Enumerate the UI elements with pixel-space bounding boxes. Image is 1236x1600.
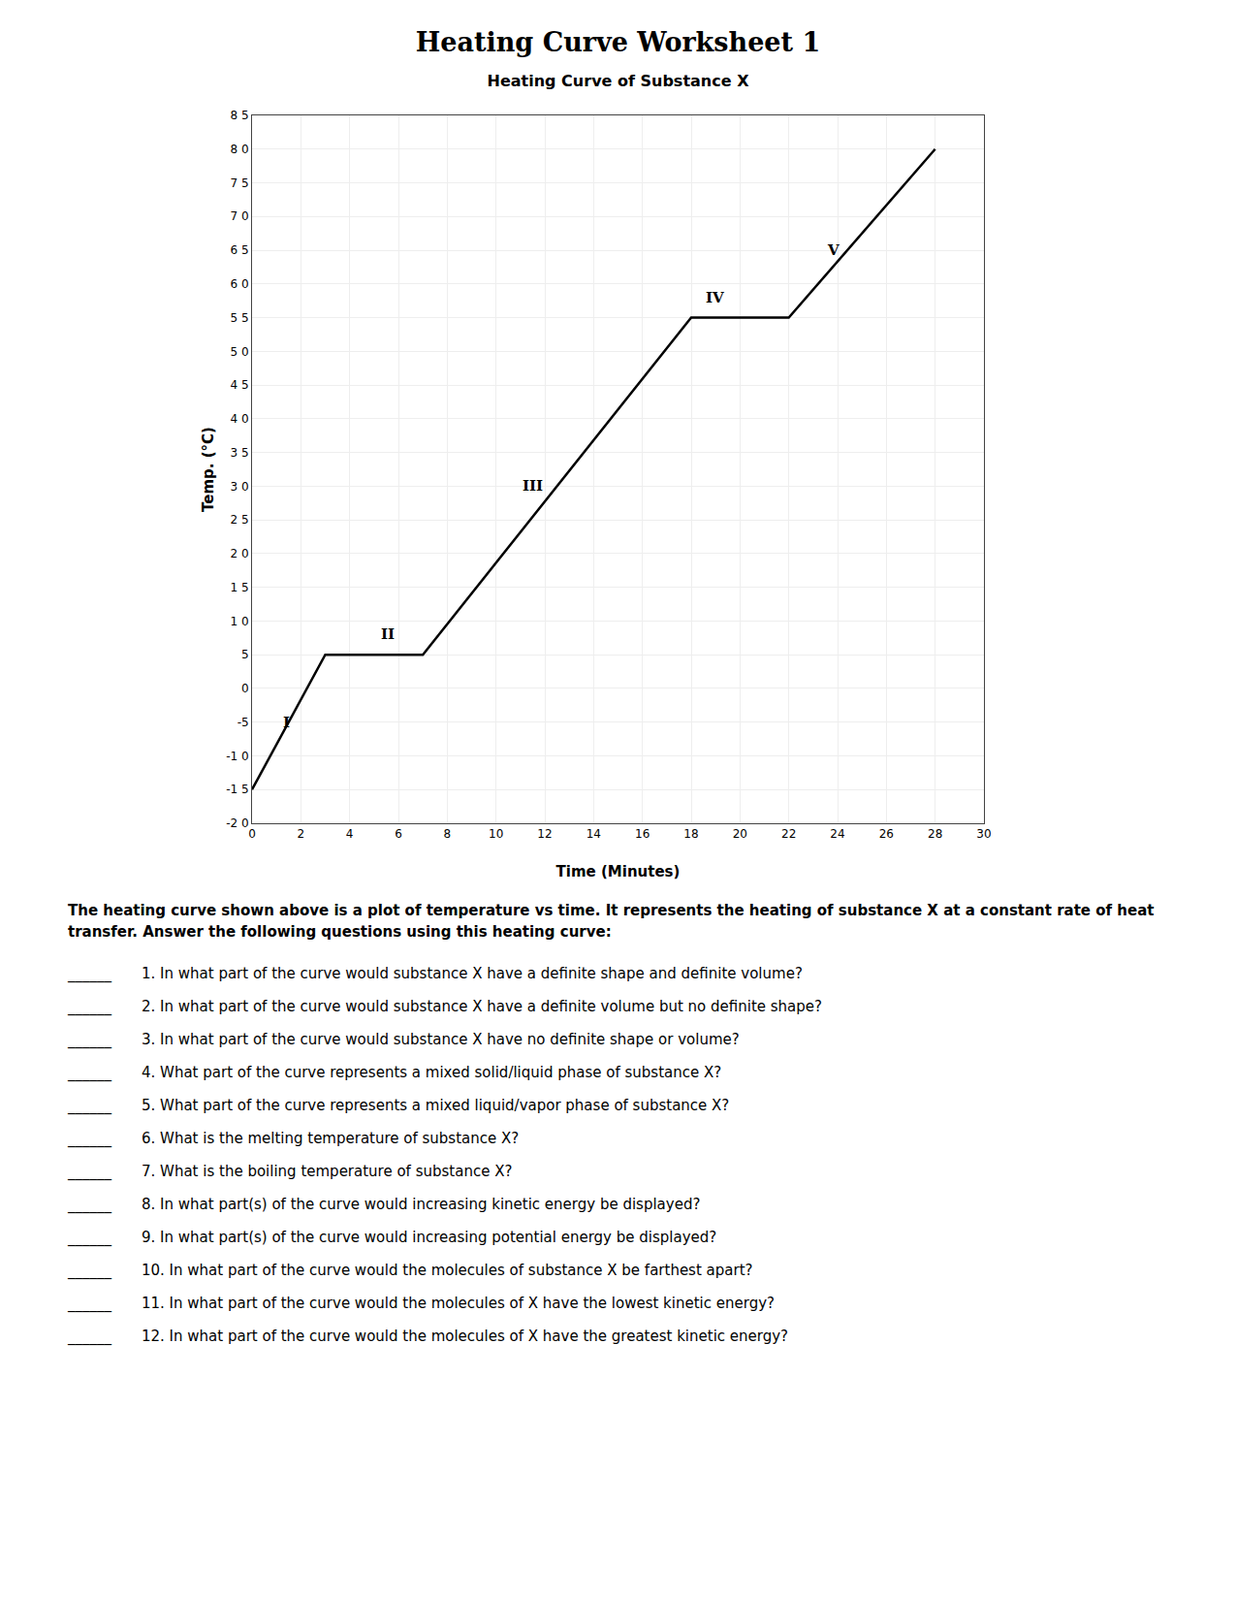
svg-text:Temp. (°C): Temp. (°C)	[199, 426, 218, 512]
svg-text:4: 4	[346, 826, 354, 841]
svg-text:II: II	[380, 625, 395, 643]
svg-text:12: 12	[537, 826, 552, 841]
svg-text:6 0: 6 0	[230, 277, 250, 291]
svg-text:14: 14	[586, 826, 602, 841]
html-text:10. In what part of the curve: 10. In what part of the curve would the …	[141, 1260, 753, 1279]
svg-text:V: V	[826, 241, 840, 259]
svg-text:5 0: 5 0	[230, 345, 250, 359]
svg-text:I: I	[283, 713, 290, 731]
html-text:5. What part of the curve repr: 5. What part of the curve represents a m…	[141, 1095, 730, 1114]
svg-text:2 5: 2 5	[230, 512, 250, 527]
svg-text:10: 10	[488, 826, 504, 841]
svg-text:30: 30	[976, 826, 991, 841]
html-text:4. What part of the curve repr: 4. What part of the curve represents a m…	[141, 1062, 722, 1081]
svg-text:26: 26	[879, 826, 894, 841]
svg-text:Heating Curve of Substance X: Heating Curve of Substance X	[487, 71, 751, 91]
html-text:12. In what part of the curve: 12. In what part of the curve would the …	[141, 1326, 789, 1345]
svg-text:0: 0	[248, 826, 256, 841]
svg-text:2: 2	[297, 826, 306, 841]
html-text:1. In what part of the curve w: 1. In what part of the curve would subst…	[141, 964, 803, 982]
svg-text:3 0: 3 0	[230, 479, 250, 494]
svg-text:8 5: 8 5	[230, 108, 250, 123]
html-text:7. What is the boiling tempera: 7. What is the boiling temperature of su…	[141, 1161, 513, 1180]
svg-text:16: 16	[634, 826, 650, 841]
html-text:The heating curve shown above: The heating curve shown above is a plot …	[67, 901, 1155, 941]
svg-text:28: 28	[927, 826, 943, 841]
svg-text:IV: IV	[705, 288, 725, 307]
svg-text:8: 8	[443, 826, 452, 841]
svg-text:5 5: 5 5	[230, 311, 250, 325]
svg-text:7 0: 7 0	[230, 209, 250, 223]
svg-text:4 0: 4 0	[230, 412, 250, 426]
svg-text:III: III	[522, 476, 543, 495]
svg-text:6: 6	[394, 826, 403, 841]
svg-text:5: 5	[241, 647, 250, 662]
svg-text:3 5: 3 5	[230, 445, 250, 460]
svg-text:1 0: 1 0	[230, 614, 250, 629]
svg-text:2 0: 2 0	[230, 546, 250, 561]
svg-text:-1 0: -1 0	[225, 749, 249, 763]
html-text:9. In what part(s) of the curv: 9. In what part(s) of the curve would in…	[141, 1227, 717, 1246]
svg-text:18: 18	[683, 826, 698, 841]
svg-text:8 0: 8 0	[230, 142, 250, 157]
svg-text:7 5: 7 5	[230, 176, 250, 191]
svg-text:-5: -5	[237, 715, 250, 729]
svg-text:22: 22	[781, 826, 796, 841]
html-text:8. In what part(s) of the curv: 8. In what part(s) of the curve would in…	[141, 1194, 701, 1213]
svg-text:Time (Minutes): Time (Minutes)	[556, 862, 681, 881]
svg-text:-1 5: -1 5	[225, 782, 249, 796]
svg-text:20: 20	[732, 826, 748, 841]
svg-text:1 5: 1 5	[230, 580, 250, 595]
svg-text:-2 0: -2 0	[225, 816, 249, 830]
html-text:Heating Curve Worksheet 1: Heating Curve Worksheet 1	[415, 27, 821, 58]
svg-text:4 5: 4 5	[230, 378, 250, 392]
html-text:2. In what part of the curve w: 2. In what part of the curve would subst…	[141, 997, 823, 1015]
html-text:11. In what part of the curve: 11. In what part of the curve would the …	[141, 1293, 775, 1312]
svg-text:0: 0	[241, 681, 250, 696]
html-text:3. In what part of the curve w: 3. In what part of the curve would subst…	[141, 1030, 740, 1048]
svg-text:6 5: 6 5	[230, 243, 250, 257]
html-text:6. What is the melting tempera: 6. What is the melting temperature of su…	[141, 1128, 519, 1147]
svg-text:24: 24	[829, 826, 845, 841]
